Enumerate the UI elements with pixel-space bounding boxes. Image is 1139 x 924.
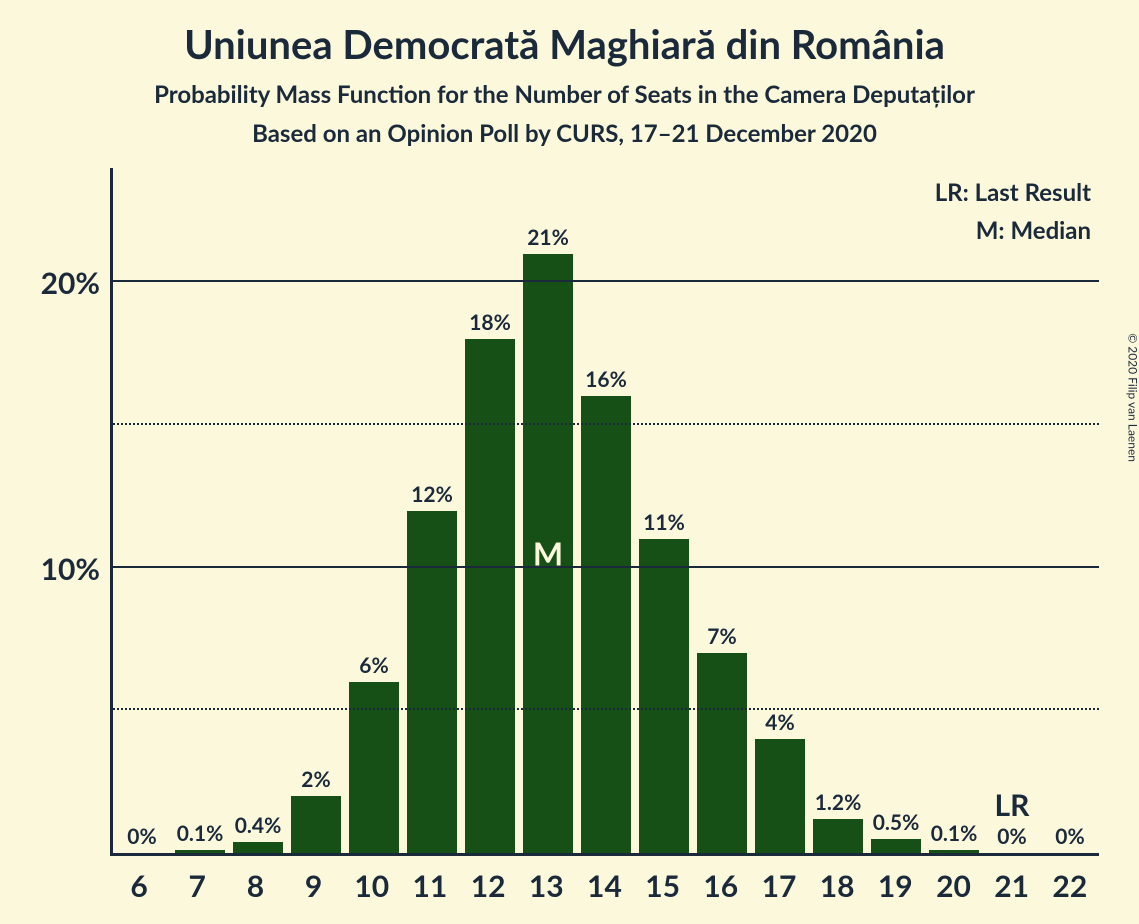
bar: 11%: [639, 539, 689, 853]
bar-value-label: 7%: [707, 624, 736, 649]
gridline: [113, 280, 1099, 282]
x-tick-label: 20: [924, 856, 982, 904]
bar: 12%: [407, 511, 457, 854]
bar-slot: 6%: [345, 168, 403, 853]
copyright-text: © 2020 Filip van Laenen: [1126, 333, 1139, 462]
x-tick-label: 22: [1041, 856, 1099, 904]
x-tick-label: 21: [983, 856, 1041, 904]
x-tick-label: 18: [808, 856, 866, 904]
bar-value-label: 4%: [765, 710, 794, 735]
bar-slot: 7%: [693, 168, 751, 853]
bar: 2%: [291, 796, 341, 853]
x-tick-label: 11: [401, 856, 459, 904]
x-tick-label: 12: [459, 856, 517, 904]
bar-value-label: 0.1%: [931, 821, 978, 846]
bar-slot: 18%: [461, 168, 519, 853]
bars-container: 0%0.1%0.4%2%6%12%18%21%M16%11%7%4%1.2%0.…: [113, 168, 1099, 853]
bar-value-label: 11%: [643, 510, 685, 535]
x-tick-label: 8: [226, 856, 284, 904]
bar: 21%M: [523, 254, 573, 853]
bar-slot: 4%: [751, 168, 809, 853]
bar-slot: 12%: [403, 168, 461, 853]
bar: 4%: [755, 739, 805, 853]
x-tick-label: 6: [110, 856, 168, 904]
x-axis: 678910111213141516171819202122: [110, 856, 1099, 904]
bar-value-label: 2%: [301, 767, 330, 792]
x-tick-label: 13: [517, 856, 575, 904]
bar-slot: 0.1%: [171, 168, 229, 853]
x-tick-label: 17: [750, 856, 808, 904]
x-tick-label: 7: [168, 856, 226, 904]
plot-area: 10%20% LR: Last Result M: Median 0%0.1%0…: [30, 168, 1099, 856]
bar-value-label: 18%: [469, 310, 511, 335]
x-tick-label: 10: [343, 856, 401, 904]
bar-slot: 1.2%: [809, 168, 867, 853]
y-tick-label: 20%: [41, 265, 100, 301]
bar-slot: 21%M: [519, 168, 577, 853]
bar: 1.2%: [813, 819, 863, 853]
bar-slot: 0%: [1041, 168, 1099, 853]
bar-value-label: 0.4%: [235, 813, 282, 838]
bar-value-label: 21%: [527, 225, 569, 250]
gridline: [113, 708, 1099, 710]
gridline: [113, 423, 1099, 425]
bar-slot: LR0%: [983, 168, 1041, 853]
bar: 0.4%: [233, 842, 283, 853]
bar: 7%: [697, 653, 747, 853]
bar-value-label: 16%: [585, 367, 627, 392]
chart-title: Uniunea Democrată Maghiară din România: [30, 20, 1099, 68]
bar-slot: 0.1%: [925, 168, 983, 853]
x-tick-label: 14: [575, 856, 633, 904]
bar-value-label: 0%: [127, 824, 156, 849]
chart-subtitle: Probability Mass Function for the Number…: [30, 80, 1099, 109]
y-tick-label: 10%: [41, 551, 100, 587]
gridline: [113, 566, 1099, 568]
x-tick-label: 16: [692, 856, 750, 904]
bar-value-label: 0%: [1055, 824, 1084, 849]
bar: 18%: [465, 339, 515, 853]
bar: 0.1%: [929, 850, 979, 853]
bar-slot: 11%: [635, 168, 693, 853]
bar-slot: 0.5%: [867, 168, 925, 853]
y-axis: 10% 20%: [30, 168, 110, 856]
bar-slot: 16%: [577, 168, 635, 853]
bar-value-label: 12%: [411, 482, 453, 507]
bar-value-label: 0%: [997, 824, 1026, 849]
bar-slot: 0.4%: [229, 168, 287, 853]
plot: LR: Last Result M: Median 0%0.1%0.4%2%6%…: [110, 168, 1099, 856]
x-tick-label: 19: [866, 856, 924, 904]
bar-value-label: 6%: [359, 653, 388, 678]
bar: 0.5%: [871, 839, 921, 853]
chart-subtitle2: Based on an Opinion Poll by CURS, 17–21 …: [30, 119, 1099, 148]
bar-slot: 0%: [113, 168, 171, 853]
bar: 16%: [581, 396, 631, 853]
bar-slot: 2%: [287, 168, 345, 853]
x-tick-label: 15: [634, 856, 692, 904]
bar-value-label: 0.1%: [177, 821, 224, 846]
bar-value-label: 0.5%: [873, 810, 920, 835]
lr-marker: LR: [995, 787, 1030, 823]
chart-container: © 2020 Filip van Laenen Uniunea Democrat…: [0, 0, 1139, 924]
x-tick-label: 9: [285, 856, 343, 904]
bar-value-label: 1.2%: [815, 790, 862, 815]
bar: 0.1%: [175, 850, 225, 853]
